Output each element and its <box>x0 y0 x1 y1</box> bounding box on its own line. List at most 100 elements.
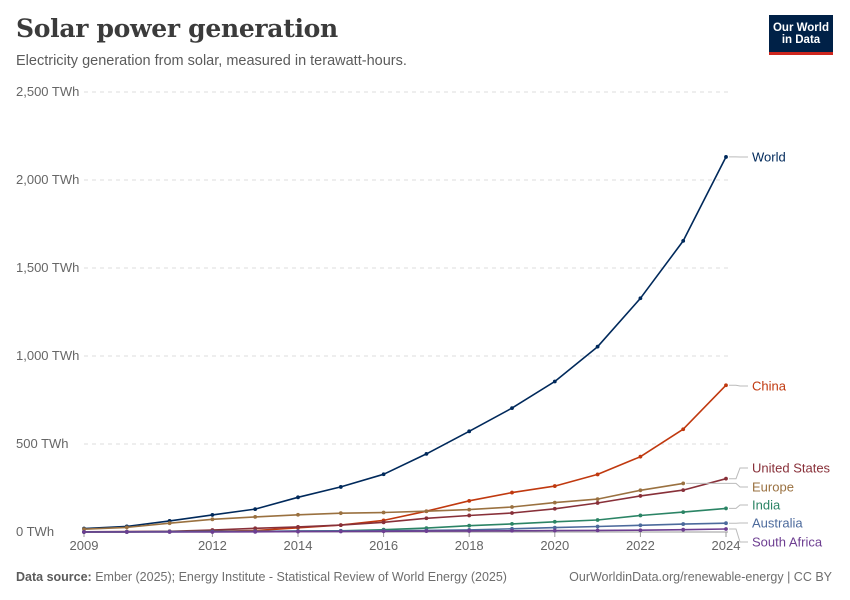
data-point-world[interactable] <box>296 495 300 500</box>
data-point-europe[interactable] <box>381 510 386 515</box>
label-connector-united-states <box>729 467 748 480</box>
x-tick-label: 2020 <box>540 538 569 553</box>
data-point-world[interactable] <box>424 451 429 456</box>
data-point-china[interactable] <box>724 383 728 388</box>
series-line-china[interactable] <box>83 384 727 533</box>
data-point-south-africa[interactable] <box>724 527 728 531</box>
data-point-united-states[interactable] <box>510 511 514 515</box>
data-point-united-states[interactable] <box>724 476 728 481</box>
data-point-united-states[interactable] <box>296 524 300 529</box>
data-point-south-africa[interactable] <box>167 530 172 534</box>
data-point-world[interactable] <box>253 507 258 512</box>
data-point-united-states[interactable] <box>552 506 557 511</box>
series-line-world[interactable] <box>83 156 727 530</box>
data-point-south-africa[interactable] <box>424 529 429 534</box>
data-point-south-africa[interactable] <box>638 528 643 533</box>
data-point-australia[interactable] <box>681 522 686 526</box>
data-point-world[interactable] <box>638 296 643 301</box>
data-point-europe[interactable] <box>552 500 557 505</box>
data-point-india[interactable] <box>552 519 557 524</box>
data-point-india[interactable] <box>467 523 472 528</box>
data-point-india[interactable] <box>681 510 686 515</box>
data-point-australia[interactable] <box>724 521 728 526</box>
data-point-south-africa[interactable] <box>253 529 258 534</box>
x-axis: 2009 2012 2014 2016 2018 2020 2022 2024 <box>70 531 740 553</box>
data-point-europe[interactable] <box>681 481 686 486</box>
logo-line-1: Our World <box>772 21 829 34</box>
data-point-europe[interactable] <box>296 512 300 517</box>
data-point-india[interactable] <box>510 522 514 526</box>
chart-title: Solar power generation <box>16 14 338 43</box>
x-tick-label: 2018 <box>455 538 484 553</box>
data-point-united-states[interactable] <box>638 494 643 498</box>
data-point-europe[interactable] <box>467 507 472 512</box>
data-point-south-africa[interactable] <box>510 528 514 533</box>
data-point-world[interactable] <box>510 406 514 410</box>
data-point-south-africa[interactable] <box>210 530 215 534</box>
data-point-world[interactable] <box>381 472 386 477</box>
data-point-south-africa[interactable] <box>552 528 557 533</box>
data-point-europe[interactable] <box>167 521 172 526</box>
data-point-united-states[interactable] <box>253 526 258 531</box>
data-point-china[interactable] <box>681 427 686 432</box>
series-label-world[interactable]: World <box>752 150 786 165</box>
data-point-india[interactable] <box>724 506 728 511</box>
y-tick-label: 1,500 TWh <box>16 260 79 275</box>
data-point-world[interactable] <box>552 379 557 384</box>
data-point-india[interactable] <box>638 513 643 518</box>
x-tick-label: 2016 <box>369 538 398 553</box>
series-label-united-states[interactable]: United States <box>752 461 831 476</box>
data-point-europe[interactable] <box>510 505 514 509</box>
data-point-south-africa[interactable] <box>681 527 686 532</box>
data-point-world[interactable] <box>338 485 343 489</box>
label-connector-china <box>729 384 748 387</box>
data-point-united-states[interactable] <box>467 513 472 518</box>
data-point-united-states[interactable] <box>595 501 600 505</box>
data-point-europe[interactable] <box>595 497 600 501</box>
data-point-south-africa[interactable] <box>82 530 86 534</box>
source-text[interactable]: Ember (2025); Energy Institute - Statist… <box>95 570 507 584</box>
url-license[interactable]: OurWorldinData.org/renewable-energy | CC… <box>569 570 832 584</box>
data-point-europe[interactable] <box>210 517 215 522</box>
series-label-india[interactable]: India <box>752 498 781 513</box>
series-label-south-africa[interactable]: South Africa <box>752 535 823 550</box>
series-line-united-states[interactable] <box>83 477 727 533</box>
data-point-south-africa[interactable] <box>296 529 300 534</box>
series-label-australia[interactable]: Australia <box>752 516 803 531</box>
data-point-china[interactable] <box>552 484 557 488</box>
data-point-europe[interactable] <box>253 514 258 519</box>
series-label-europe[interactable]: Europe <box>752 480 794 495</box>
data-point-united-states[interactable] <box>381 520 386 525</box>
series-label-china[interactable]: China <box>752 379 787 394</box>
data-point-india[interactable] <box>595 518 600 522</box>
data-point-europe[interactable] <box>338 511 343 516</box>
data-point-united-states[interactable] <box>424 516 429 521</box>
data-point-china[interactable] <box>638 454 643 459</box>
owid-logo[interactable]: Our World in Data <box>769 15 833 55</box>
data-point-south-africa[interactable] <box>338 529 343 534</box>
data-point-europe[interactable] <box>638 488 643 493</box>
data-point-south-africa[interactable] <box>124 530 129 534</box>
data-point-china[interactable] <box>467 498 472 503</box>
data-point-europe[interactable] <box>124 525 129 530</box>
x-tick-label: 2014 <box>284 538 313 553</box>
data-point-europe[interactable] <box>82 527 86 532</box>
data-point-europe[interactable] <box>424 509 429 514</box>
data-point-world[interactable] <box>681 238 686 243</box>
data-point-australia[interactable] <box>595 524 600 529</box>
data-point-south-africa[interactable] <box>467 529 472 533</box>
data-point-china[interactable] <box>595 472 600 477</box>
data-point-united-states[interactable] <box>681 488 686 493</box>
data-point-south-africa[interactable] <box>381 529 386 534</box>
data-point-world[interactable] <box>724 155 728 159</box>
data-point-world[interactable] <box>467 429 472 434</box>
series-line-south-africa[interactable] <box>84 528 727 533</box>
data-point-united-states[interactable] <box>338 523 343 528</box>
data-point-australia[interactable] <box>638 523 643 528</box>
data-point-south-africa[interactable] <box>595 528 600 533</box>
x-tick-label: 2009 <box>70 538 99 553</box>
data-point-world[interactable] <box>210 513 215 517</box>
data-point-australia[interactable] <box>552 525 557 530</box>
data-point-china[interactable] <box>510 490 514 495</box>
data-point-world[interactable] <box>595 344 600 349</box>
